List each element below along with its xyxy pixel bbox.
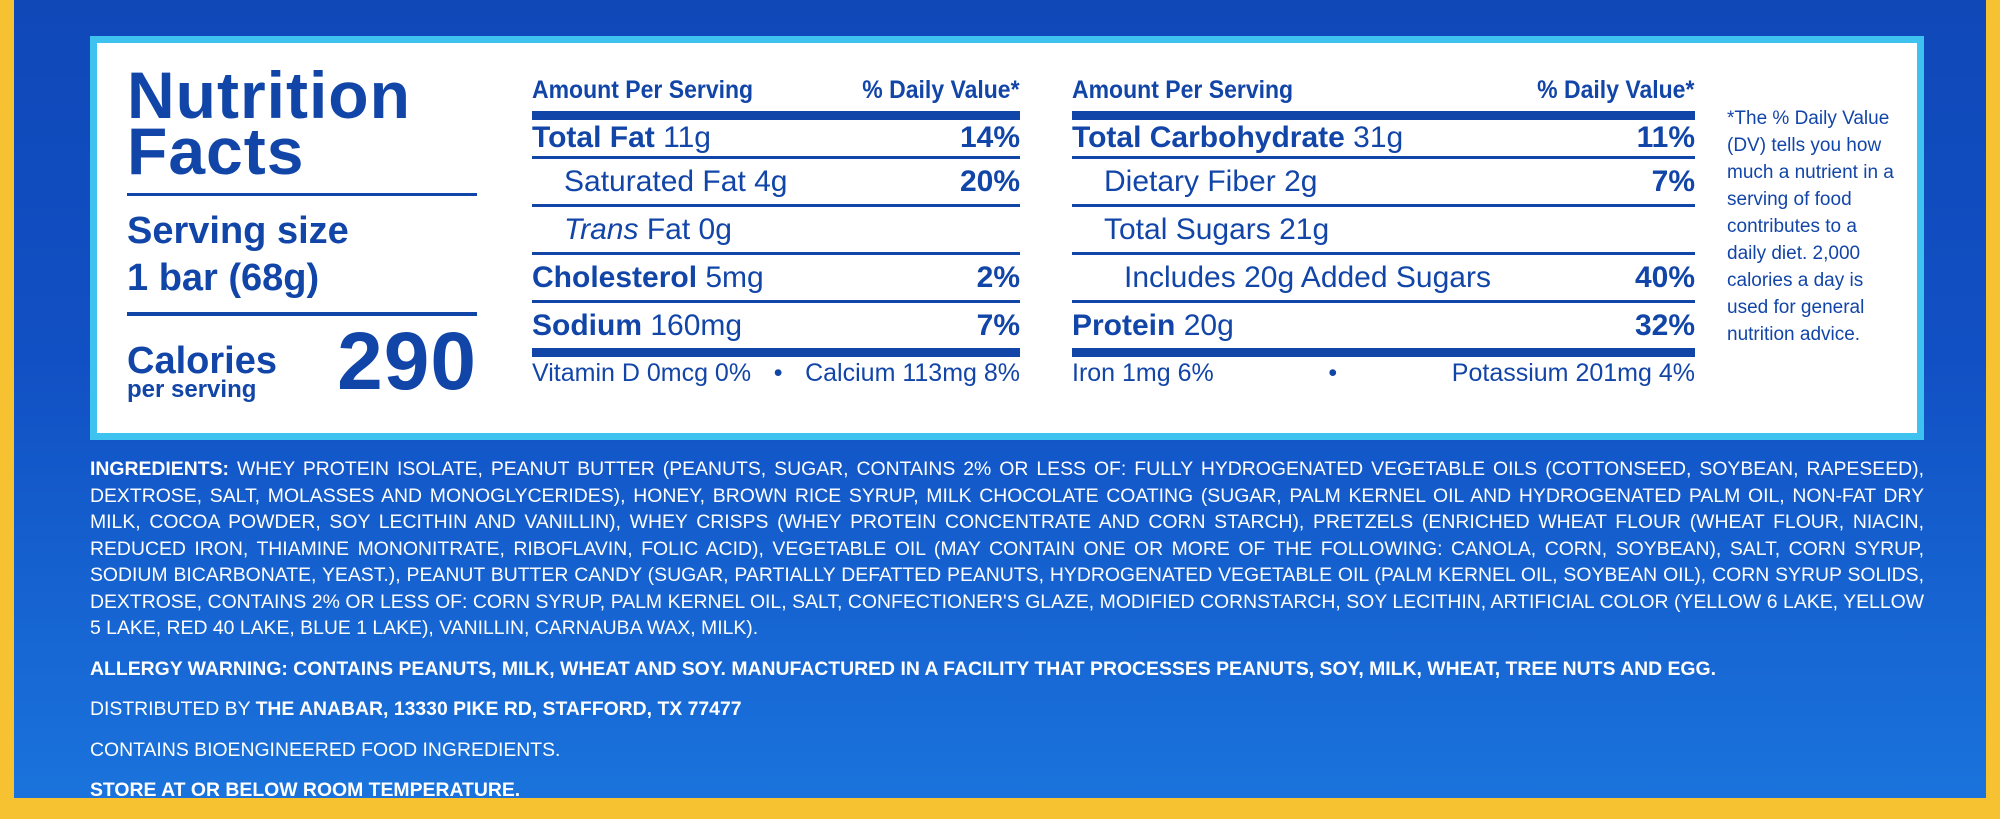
- vitamin-d: Vitamin D 0mcg 0%: [532, 359, 752, 387]
- nutrient-amount: 160mg: [650, 308, 743, 342]
- nutrient-row-saturated-fat: Saturated Fat 4g 20%: [532, 156, 1020, 204]
- nutrient-name: Saturated Fat: [564, 164, 746, 198]
- allergy-warning: ALLERGY WARNING: CONTAINS PEANUTS, MILK,…: [90, 656, 1924, 683]
- calories-words: Calories per serving: [127, 342, 277, 402]
- minerals-footer: Iron 1mg 6% • Potassium 201mg 4%: [1072, 348, 1695, 388]
- ingredients-paragraph: INGREDIENTS: WHEY PROTEIN ISOLATE, PEANU…: [90, 456, 1924, 642]
- nutrient-name: Sodium: [532, 308, 642, 342]
- nutrient-amount: 31g: [1353, 121, 1404, 154]
- calcium: Calcium 113mg 8%: [805, 359, 1020, 387]
- column-header: Amount Per Serving % Daily Value*: [1072, 73, 1694, 111]
- storage-text: STORE AT OR BELOW ROOM TEMPERATURE.: [90, 779, 521, 798]
- nutrient-row-dietary-fiber: Dietary Fiber 2g 7%: [1072, 156, 1695, 204]
- nutrient-row-total-carbohydrate: Total Carbohydrate 31g 11%: [1072, 111, 1695, 156]
- bullet-separator: •: [773, 359, 783, 387]
- nutrition-facts-panel: Nutrition Facts Serving size 1 bar (68g)…: [90, 36, 1924, 440]
- serving-size: Serving size 1 bar (68g): [127, 196, 477, 312]
- nutrient-name: Total Sugars: [1104, 212, 1271, 246]
- title-line-2: Facts: [127, 114, 305, 188]
- nutrient-dv: 40%: [1634, 260, 1695, 294]
- iron: Iron 1mg 6%: [1072, 359, 1214, 387]
- nutrient-dv: 7%: [1651, 164, 1695, 198]
- storage-instructions: STORE AT OR BELOW ROOM TEMPERATURE.: [90, 777, 1924, 798]
- daily-value-header: % Daily Value*: [1537, 76, 1695, 104]
- nutrient-name: Trans: [564, 212, 639, 246]
- bioengineered-notice: CONTAINS BIOENGINEERED FOOD INGREDIENTS.: [90, 738, 561, 761]
- nutrient-amount: 20g: [1183, 308, 1234, 342]
- title-line-1: Nutrition: [127, 58, 411, 132]
- nutrient-dv: 2%: [976, 260, 1020, 294]
- nutrition-header-block: Nutrition Facts Serving size 1 bar (68g)…: [127, 58, 477, 407]
- nutrient-name: Cholesterol: [532, 260, 698, 294]
- ingredients-text: WHEY PROTEIN ISOLATE, PEANUT BUTTER (PEA…: [90, 458, 1925, 639]
- nutrition-facts-title: Nutrition Facts: [127, 58, 477, 188]
- nutrient-amount: 5mg: [705, 260, 764, 294]
- nutrient-amount: 2g: [1284, 164, 1318, 198]
- nutrient-dv: 11%: [1636, 121, 1695, 154]
- nutrient-row-sodium: Sodium 160mg 7%: [532, 300, 1020, 348]
- nutrient-column-right: Amount Per Serving % Daily Value* Total …: [1072, 73, 1695, 388]
- serving-size-label: Serving size: [127, 210, 349, 252]
- nutrient-dv: 7%: [976, 308, 1020, 342]
- ingredients-label: INGREDIENTS:: [90, 458, 229, 480]
- divider: [127, 312, 477, 316]
- nutrient-row-added-sugars: Includes 20g Added Sugars 40%: [1072, 252, 1695, 300]
- nutrient-name: Total Fat: [532, 121, 655, 154]
- nutrient-dv: 14%: [959, 121, 1020, 154]
- column-header: Amount Per Serving % Daily Value*: [532, 73, 1020, 111]
- nutrient-name: Includes 20g Added Sugars: [1124, 260, 1491, 294]
- nutrient-name: Total Carbohydrate: [1072, 121, 1345, 154]
- nutrient-name-suffix: Fat: [646, 212, 691, 246]
- distributor: DISTRIBUTED BY THE ANABAR, 13330 PIKE RD…: [90, 696, 1924, 723]
- nutrient-dv: 32%: [1634, 308, 1695, 342]
- amount-per-serving-header: Amount Per Serving: [1072, 76, 1294, 104]
- allergy-warning-text: ALLERGY WARNING: CONTAINS PEANUTS, MILK,…: [90, 657, 1716, 680]
- nutrient-dv: 20%: [959, 164, 1020, 198]
- nutrient-amount: 0g: [698, 212, 732, 246]
- distributed-by-label: DISTRIBUTED BY: [90, 698, 251, 720]
- vitamins-footer: Vitamin D 0mcg 0% • Calcium 113mg 8%: [532, 348, 1020, 388]
- nutrient-name: Dietary Fiber: [1104, 164, 1276, 198]
- divider: [127, 193, 477, 196]
- nutrient-row-cholesterol: Cholesterol 5mg 2%: [532, 252, 1020, 300]
- calories-sublabel: per serving: [127, 376, 257, 403]
- nutrient-amount: 11g: [663, 121, 711, 154]
- nutrient-amount: 4g: [754, 164, 788, 198]
- potassium: Potassium 201mg 4%: [1451, 359, 1695, 387]
- product-label: Nutrition Facts Serving size 1 bar (68g)…: [14, 0, 1986, 798]
- nutrient-row-protein: Protein 20g 32%: [1072, 300, 1695, 348]
- calories-row: Calories per serving 290: [127, 316, 477, 407]
- calories-label: Calories: [127, 340, 277, 382]
- nutrient-name: Protein: [1072, 308, 1176, 342]
- calories-value: 290: [337, 316, 477, 407]
- nutrient-row-total-sugars: Total Sugars 21g: [1072, 204, 1695, 252]
- label-text-section: INGREDIENTS: WHEY PROTEIN ISOLATE, PEANU…: [90, 456, 1924, 798]
- daily-value-header: % Daily Value*: [862, 76, 1020, 104]
- nutrient-column-left: Amount Per Serving % Daily Value* Total …: [532, 73, 1020, 388]
- bullet-separator: •: [1328, 359, 1338, 387]
- nutrient-row-trans-fat: Trans Fat 0g: [532, 204, 1020, 252]
- serving-size-value: 1 bar (68g): [127, 257, 320, 299]
- nutrient-amount: 21g: [1279, 212, 1330, 246]
- distributor-name: THE ANABAR, 13330 PIKE RD, STAFFORD, TX …: [255, 698, 742, 720]
- daily-value-footnote: *The % Daily Value (DV) tells you how mu…: [1727, 108, 1894, 345]
- amount-per-serving-header: Amount Per Serving: [532, 76, 754, 104]
- nutrient-row-total-fat: Total Fat 11g 14%: [532, 111, 1020, 156]
